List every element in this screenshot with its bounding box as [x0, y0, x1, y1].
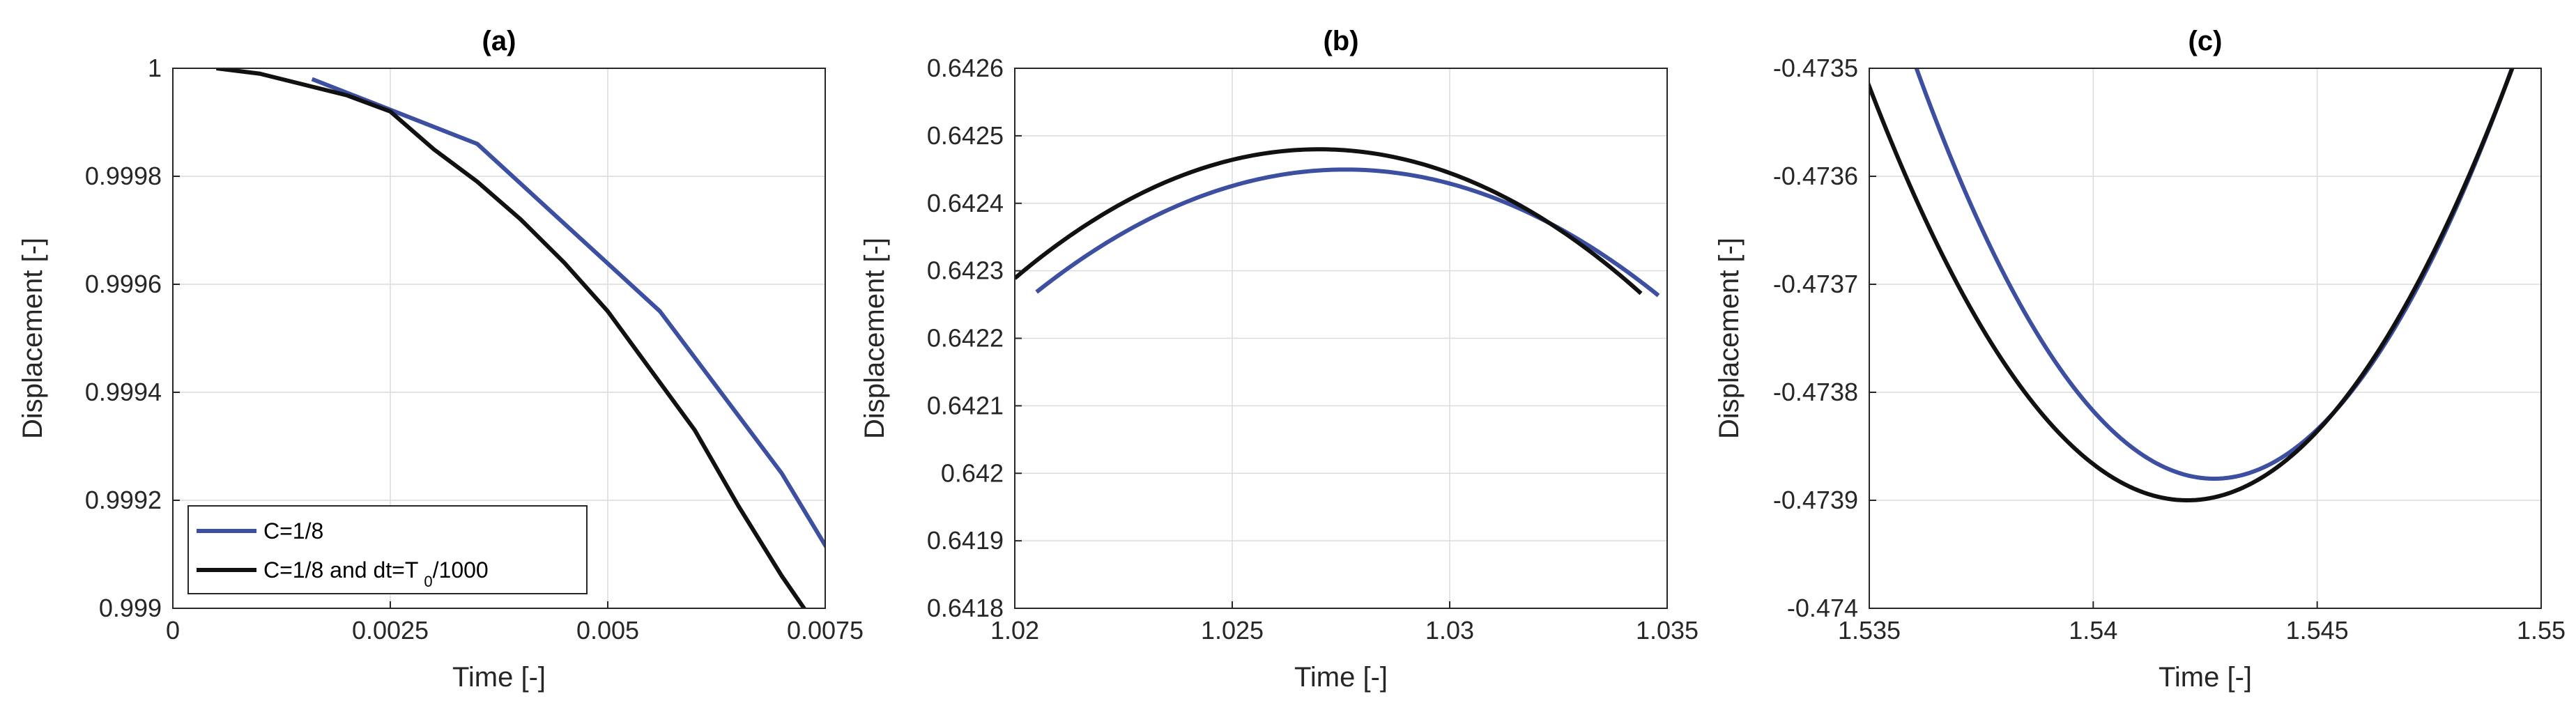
x-tick-label: 0.005: [576, 616, 639, 645]
x-tick-label: 1.02: [990, 616, 1039, 645]
x-tick-label: 0: [166, 616, 180, 645]
chart-panel-1: 1.02 1.025 1.03 1.035 0.6418 0.6419 0.642 0.642…: [859, 26, 1699, 693]
y-tick-label: -0.4738: [1773, 378, 1858, 406]
y-tick-label: 0.999: [99, 594, 162, 622]
y-tick-label: -0.4736: [1773, 162, 1858, 190]
y-tick-label: 0.9992: [85, 486, 162, 514]
y-tick-label: 0.6425: [927, 121, 1004, 150]
chart-panel-2: 1.535 1.54 1.545 1.55 -0.474 -0.4739 -0.4738 -0…: [1714, 26, 2566, 693]
series-group: [216, 68, 825, 608]
y-axis-label: Displacement [-]: [859, 238, 890, 439]
y-tick-label: 0.9998: [85, 162, 162, 190]
y-axis-label: Displacement [-]: [1714, 238, 1745, 439]
y-axis-label: Displacement [-]: [17, 238, 48, 439]
y-tick-label: 0.6426: [927, 54, 1004, 82]
x-axis-label: Time [-]: [452, 662, 546, 693]
legend-label-0: C=1/8: [263, 518, 323, 543]
y-tick-label: 0.6422: [927, 324, 1004, 353]
plot-frame: [1869, 68, 2542, 609]
chart-panel-0: 0 0.0025 0.005 0.0075 0.999 0.9992 0.9994 0.999…: [17, 26, 864, 693]
y-tick-label: -0.4739: [1773, 486, 1858, 514]
y-tick-label: 0.6419: [927, 526, 1004, 555]
panel-title: (c): [2188, 26, 2223, 56]
x-tick-label: 1.03: [1425, 616, 1474, 645]
x-axis-label: Time [-]: [2159, 662, 2252, 693]
y-tick-label: 0.642: [941, 458, 1004, 487]
y-tick-label: 0.9994: [85, 378, 162, 406]
y-tick-label: 0.6418: [927, 594, 1004, 622]
plot-frame: [172, 68, 826, 609]
series-line-0: [1914, 68, 2515, 481]
x-tick-label: 0.0075: [787, 616, 864, 645]
x-tick-label: 1.035: [1636, 616, 1699, 645]
x-tick-label: 1.025: [1201, 616, 1264, 645]
y-tick-label: 0.6423: [927, 256, 1004, 285]
x-tick-label: 1.535: [1838, 616, 1901, 645]
series-line-1: [1869, 68, 2515, 502]
y-tick-label: 0.9996: [85, 270, 162, 298]
series-group: [1869, 68, 2515, 502]
y-tick-label: -0.4737: [1773, 270, 1858, 298]
legend: C=1/8C=1/8 and dt=T 0/1000: [187, 505, 588, 594]
x-tick-label: 1.54: [2069, 616, 2117, 645]
y-tick-label: 0.6421: [927, 391, 1004, 419]
y-tick-label: -0.4735: [1773, 54, 1858, 82]
y-tick-label: 0.6424: [927, 189, 1004, 217]
panel-title: (b): [1323, 26, 1358, 56]
legend-box: [187, 505, 588, 594]
series-group: [1015, 147, 1660, 298]
series-line-1: [1015, 147, 1643, 295]
y-tick-label: 1: [148, 54, 162, 82]
series-line-0: [311, 77, 825, 550]
x-tick-label: 1.545: [2286, 616, 2349, 645]
x-tick-label: 0.0025: [352, 616, 429, 645]
panel-title: (a): [482, 26, 516, 56]
legend-suffix: /1000: [433, 557, 489, 583]
series-line-1: [216, 68, 807, 608]
x-tick-label: 1.55: [2517, 616, 2566, 645]
x-axis-label: Time [-]: [1294, 662, 1388, 693]
y-tick-label: -0.474: [1787, 594, 1858, 622]
legend-subscript: 0: [424, 573, 432, 590]
